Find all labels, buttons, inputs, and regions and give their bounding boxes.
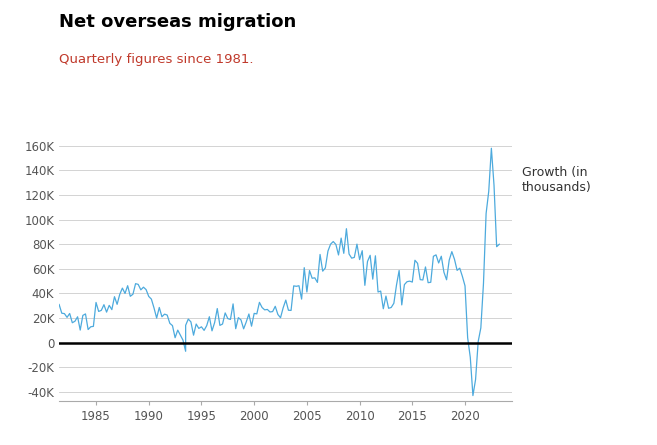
Text: Net overseas migration: Net overseas migration bbox=[59, 13, 296, 31]
Text: Growth (in
thousands): Growth (in thousands) bbox=[522, 166, 591, 194]
Text: Quarterly figures since 1981.: Quarterly figures since 1981. bbox=[59, 53, 254, 66]
